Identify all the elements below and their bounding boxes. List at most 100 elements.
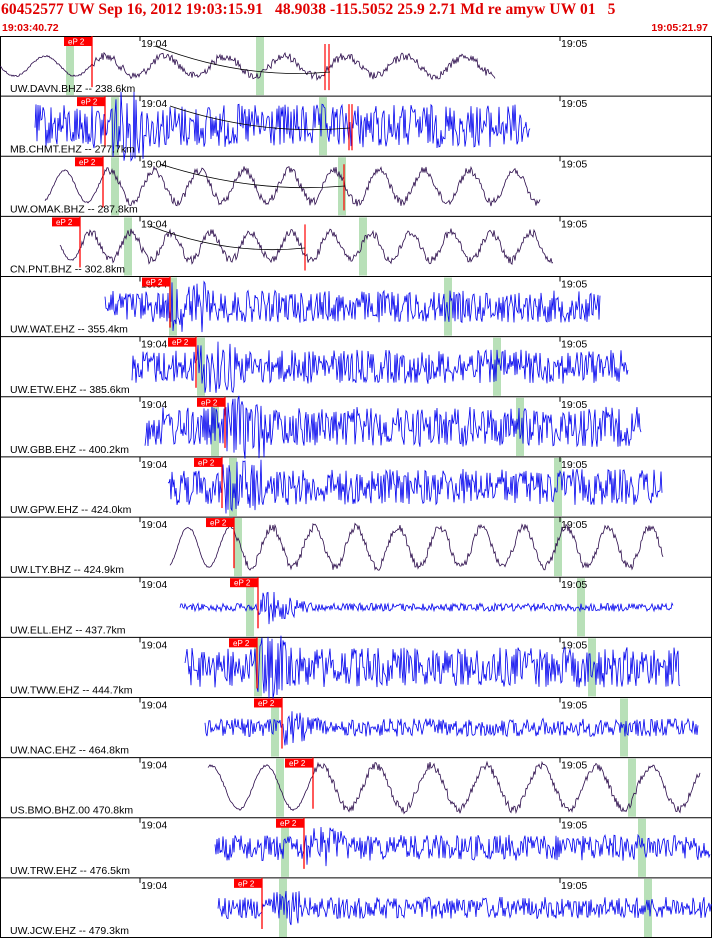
- station-label: UW.TRW.EHZ -- 476.5km: [10, 865, 130, 877]
- pick-flag: [52, 217, 80, 227]
- time-tick-label: 19:05: [561, 98, 587, 110]
- station-label: UW.TWW.EHZ -- 444.7km: [10, 684, 133, 696]
- time-tick-label: 19:04: [141, 880, 167, 892]
- phase-band: [281, 818, 289, 877]
- phase-band: [493, 337, 501, 396]
- phase-band: [554, 457, 562, 517]
- time-tick-label: 19:05: [561, 880, 587, 892]
- station-label: CN.PNT.BHZ -- 302.8km: [10, 264, 125, 276]
- waveform-trace: [44, 165, 541, 207]
- waveform-trace: [184, 635, 681, 699]
- pick-flag: [206, 518, 234, 528]
- waveform-trace: [167, 459, 663, 514]
- phase-band: [444, 277, 452, 336]
- phase-band: [319, 97, 327, 156]
- phase-band: [211, 397, 219, 456]
- waveform-trace: [104, 280, 601, 333]
- pick-label: eP 2: [233, 639, 250, 648]
- plot-header: 60452577 UW Sep 16, 2012 19:03:15.91 48.…: [0, 0, 712, 36]
- waveform-trace: [0, 51, 496, 81]
- pick-label: eP 2: [210, 519, 227, 528]
- moveout-curve: [154, 45, 331, 74]
- waveform-trace: [169, 522, 664, 571]
- station-label: UW.WAT.EHZ -- 355.4km: [10, 324, 128, 336]
- pick-flag: [254, 698, 282, 708]
- time-tick-label: 19:04: [141, 399, 167, 411]
- pick-flag: [64, 37, 92, 46]
- moveout-curve: [149, 225, 306, 251]
- pick-label: eP 2: [201, 398, 218, 407]
- station-label: UW.JCW.EHZ -- 479.3km: [10, 925, 129, 937]
- pick-label: eP 2: [198, 458, 215, 467]
- pick-flag: [77, 97, 105, 107]
- station-label: UW.OMAK.BHZ -- 287.8km: [10, 203, 138, 215]
- pick-flag: [285, 758, 313, 768]
- time-tick-label: 19:04: [141, 158, 167, 170]
- time-tick-label: 19:05: [561, 760, 587, 772]
- event-title: 60452577 UW Sep 16, 2012 19:03:15.91 48.…: [1, 1, 616, 18]
- phase-band: [638, 818, 646, 877]
- pick-label: eP 2: [56, 218, 73, 227]
- station-label: UW.LTY.BHZ -- 424.9km: [10, 564, 124, 576]
- phase-band: [359, 217, 367, 276]
- pick-flag: [142, 277, 170, 287]
- phase-band: [554, 518, 562, 577]
- time-tick-label: 19:05: [561, 38, 587, 50]
- time-tick-label: 19:05: [561, 158, 587, 170]
- time-tick-label: 19:05: [561, 820, 587, 832]
- phase-band: [256, 37, 264, 96]
- time-tick-label: 19:05: [561, 339, 587, 351]
- seismogram-plot: 19:04 19:05 eP 2 UW.DAVN.BHZ -- 238.6km 19:0…: [0, 36, 712, 938]
- pick-flag: [197, 397, 225, 407]
- pick-label: eP 2: [172, 338, 189, 347]
- time-tick-label: 19:04: [141, 38, 167, 50]
- pick-flag: [75, 157, 103, 167]
- pick-label: eP 2: [258, 699, 275, 708]
- end-time: 19:05:21.97: [651, 22, 708, 34]
- waveform-trace: [204, 711, 699, 746]
- station-label: UW.NAC.EHZ -- 464.8km: [10, 745, 129, 757]
- phase-band: [254, 638, 262, 697]
- phase-band: [271, 698, 279, 757]
- phase-band: [169, 277, 177, 336]
- waveform-trace: [179, 591, 674, 625]
- phase-band: [577, 578, 585, 637]
- station-label: UW.GBB.EHZ -- 400.2km: [10, 444, 129, 456]
- time-tick-label: 19:04: [141, 218, 167, 230]
- station-label: MB.CHMT.EHZ -- 277.7km: [10, 143, 135, 155]
- phase-band: [197, 337, 205, 396]
- pick-flag: [234, 878, 262, 888]
- waveform-trace: [207, 760, 701, 815]
- waveform-trace: [34, 91, 531, 162]
- time-tick-label: 19:04: [141, 339, 167, 351]
- time-tick-label: 19:04: [141, 519, 167, 531]
- time-tick-label: 19:04: [141, 820, 167, 832]
- phase-band: [111, 97, 119, 156]
- time-tick-label: 19:05: [561, 459, 587, 471]
- time-tick-label: 19:04: [141, 459, 167, 471]
- waveform-trace: [144, 395, 642, 459]
- pick-flag: [194, 457, 222, 467]
- pick-label: eP 2: [79, 158, 96, 167]
- time-tick-label: 19:05: [561, 218, 587, 230]
- station-label: UW.ELL.EHZ -- 437.7km: [10, 624, 126, 636]
- pick-flag: [168, 337, 196, 347]
- pick-label: eP 2: [146, 278, 163, 287]
- time-tick-label: 19:04: [141, 98, 167, 110]
- time-tick-label: 19:05: [561, 699, 587, 711]
- pick-label: eP 2: [68, 38, 85, 47]
- time-tick-label: 19:04: [141, 639, 167, 651]
- phase-band: [234, 518, 242, 577]
- phase-band: [628, 758, 636, 817]
- waveform-trace: [59, 228, 554, 266]
- waveform-trace: [131, 341, 629, 394]
- time-tick-label: 19:04: [141, 699, 167, 711]
- pick-label: eP 2: [234, 579, 251, 588]
- station-label: UW.ETW.EHZ -- 385.6km: [10, 384, 130, 396]
- time-tick-label: 19:05: [561, 399, 587, 411]
- pick-label: eP 2: [81, 98, 98, 107]
- pick-label: eP 2: [289, 759, 306, 768]
- station-label: UW.DAVN.BHZ -- 238.6km: [10, 83, 135, 95]
- moveout-curve: [159, 163, 346, 189]
- pick-label: eP 2: [280, 819, 297, 828]
